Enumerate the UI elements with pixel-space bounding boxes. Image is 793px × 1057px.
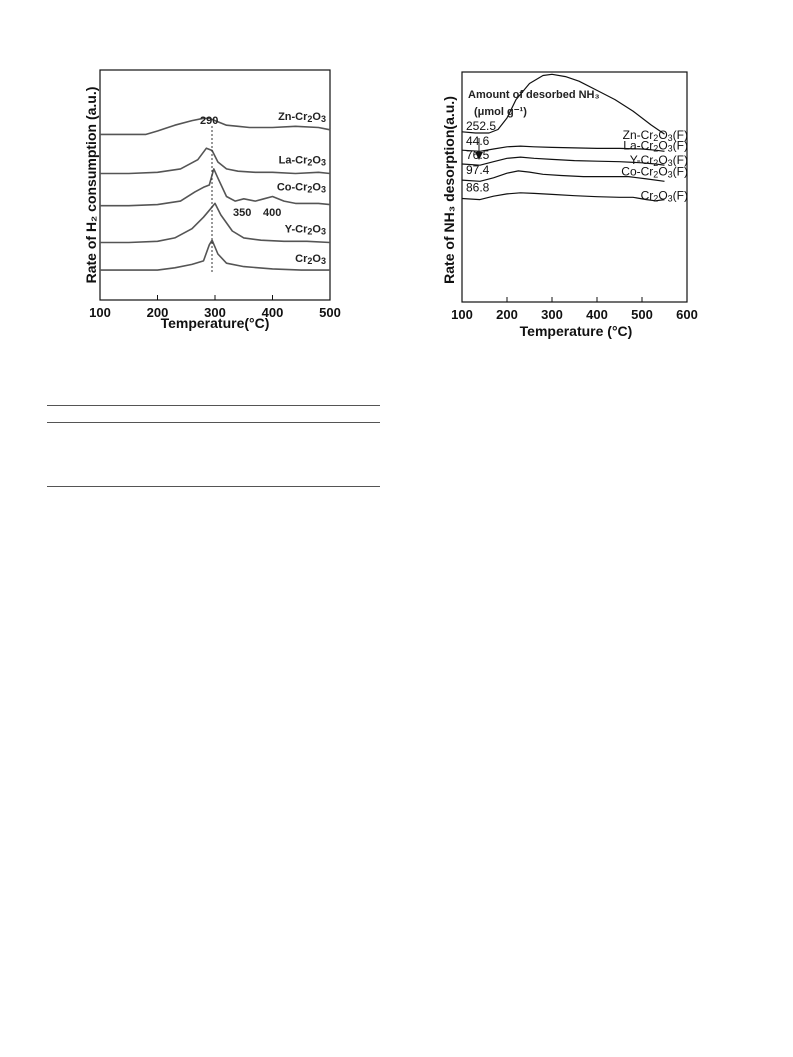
series-line-1: [461, 145, 665, 152]
series-label-3: Y-Cr2O3: [285, 224, 326, 237]
series-label-2: Co-Cr2O3: [277, 182, 326, 195]
nh3-annotation-unit: (μmol g⁻¹): [474, 106, 527, 118]
table-bottom-rule: [47, 486, 380, 487]
nh3-series-group: [461, 73, 665, 202]
tpr-y-axis-label: Rate of H₂ consumption (a.u.): [83, 87, 99, 284]
desorbed-amount-0: 252.5: [466, 119, 496, 133]
series-line-4: [100, 239, 330, 271]
series-label-1: La-Cr2O3: [279, 155, 326, 168]
x-tick-label: 300: [541, 307, 563, 322]
series-label-0: Zn-Cr2O3: [278, 111, 326, 124]
tpr-x-ticks: 100 200 300 400 500: [89, 295, 341, 320]
x-tick-label: 300: [204, 305, 226, 320]
x-tick-label: 600: [676, 307, 698, 322]
x-tick-label: 100: [451, 307, 473, 322]
nh3-annotation-arrowhead: [475, 152, 483, 160]
series-label-1: La-Cr2O3(F): [623, 138, 688, 153]
tpr-x-axis-label: Temperature(°C): [161, 315, 270, 331]
series-line-0: [100, 117, 331, 136]
x-tick-label: 500: [631, 307, 653, 322]
nh3-x-ticks: 100 200 300 400 500 600: [451, 297, 698, 322]
nh3-series-labels: Zn-Cr2O3(F)La-Cr2O3(F)Y-Cr2O3(F)Co-Cr2O3…: [621, 128, 688, 204]
series-label-3: Co-Cr2O3(F): [621, 164, 688, 179]
series-line-1: [100, 147, 331, 175]
tpr-peak-annotation-350: 350: [233, 207, 251, 219]
tpr-series-group: [100, 117, 331, 271]
tpr-series-labels: Zn-Cr2O3 La-Cr2O3 Co-Cr2O3 Y-Cr2O3 Cr2O3: [277, 111, 326, 267]
x-tick-label: 500: [319, 305, 341, 320]
nh3-plot-frame: [461, 71, 688, 303]
series-line-2: [100, 168, 331, 207]
x-tick-label: 400: [262, 305, 284, 320]
nh3-x-axis-label: Temperature (°C): [520, 323, 633, 339]
desorbed-amount-4: 86.8: [466, 181, 490, 195]
nh3-tpd-chart: 100 200 300 400 500 600 Amount of desorbed NH…: [441, 71, 698, 339]
series-label-0: Zn-Cr2O3(F): [623, 128, 688, 143]
series-label-4: Cr2O3(F): [641, 189, 688, 204]
tpr-peak-annotation-290: 290: [200, 115, 218, 127]
x-tick-label: 200: [496, 307, 518, 322]
series-line-4: [461, 192, 665, 202]
x-tick-label: 200: [147, 305, 169, 320]
series-label-2: Y-Cr2O3(F): [630, 153, 688, 168]
series-line-0: [461, 73, 665, 135]
desorbed-amount-1: 44.6: [466, 134, 490, 148]
tpr-peak-annotation-400: 400: [263, 207, 281, 219]
x-tick-label: 100: [89, 305, 111, 320]
series-line-2: [461, 156, 665, 166]
tpr-chart: 100 200 300 400 500 290 350 400 Zn-Cr2O3 La-C…: [83, 69, 341, 331]
x-tick-label: 400: [586, 307, 608, 322]
nh3-y-axis-label: Rate of NH₃ desorption(a.u.): [441, 96, 457, 284]
nh3-annotation-title: Amount of desorbed NH₃: [468, 89, 600, 101]
series-label-4: Cr2O3: [295, 253, 326, 266]
desorbed-amount-2: 76.5: [466, 148, 490, 162]
table-header-rule: [47, 422, 380, 423]
series-line-3: [461, 170, 665, 182]
series-line-3: [100, 202, 331, 244]
nh3-amount-labels: 252.544.676.597.4 86.8: [466, 119, 496, 195]
table-top-rule: [47, 405, 380, 406]
desorbed-amount-3: 97.4: [466, 163, 490, 177]
